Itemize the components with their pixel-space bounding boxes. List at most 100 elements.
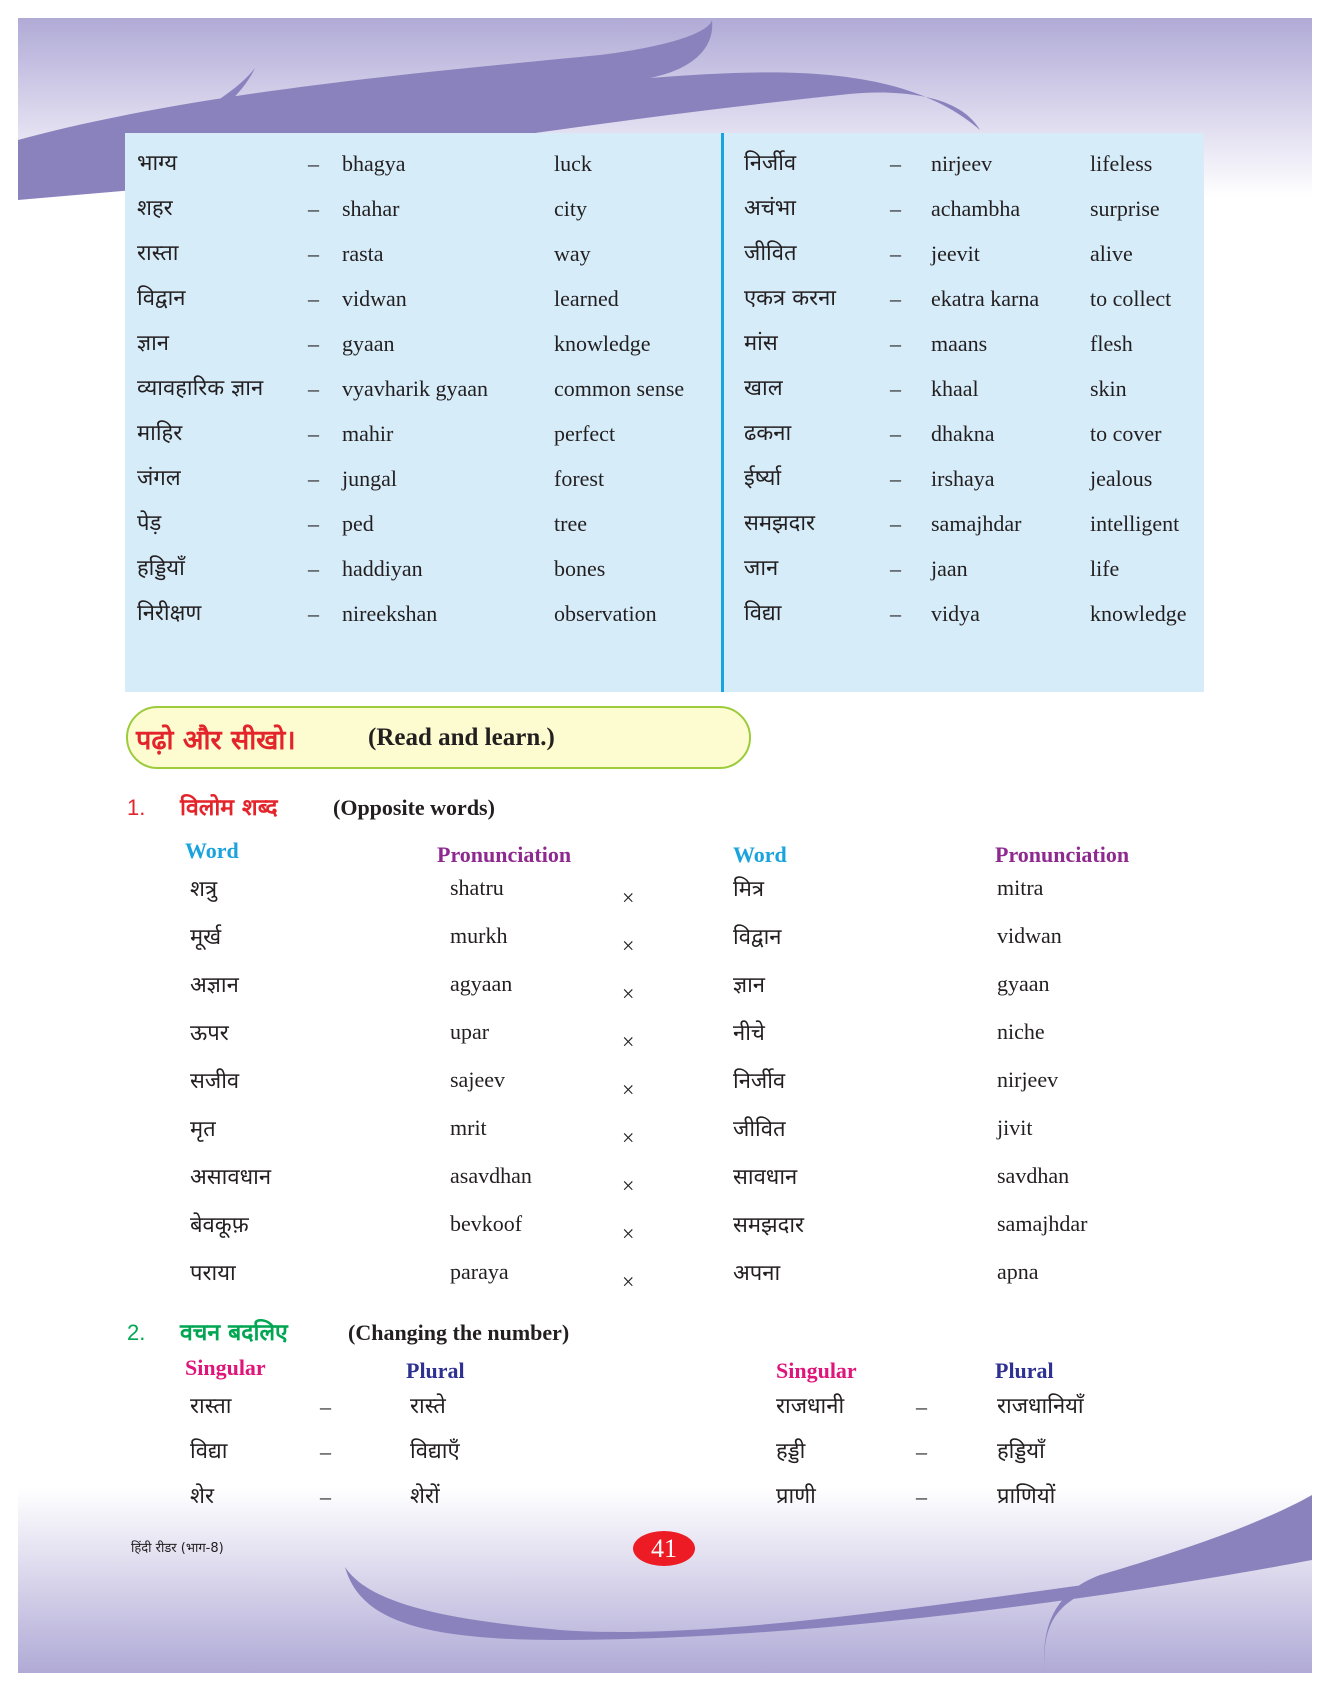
vocab-transliteration: jungal	[342, 466, 397, 491]
opposite-word: मूर्ख	[190, 925, 222, 950]
vocab-dash: –	[890, 196, 901, 221]
singular-word: शेर	[190, 1484, 214, 1509]
word-pronunciation: mrit	[450, 1115, 487, 1140]
opposite-word: सजीव	[190, 1069, 240, 1094]
vocab-meaning: forest	[554, 466, 605, 491]
vocab-hindi-word: एकत्र करना	[744, 286, 837, 311]
vocab-meaning: city	[554, 196, 587, 221]
vocab-meaning: flesh	[1090, 331, 1133, 356]
vocab-dash: –	[308, 421, 319, 446]
vocab-transliteration: jeevit	[931, 241, 980, 266]
plural-word: विद्याएँ	[410, 1439, 460, 1464]
vocab-dash: –	[890, 151, 901, 176]
vocab-transliteration: dhakna	[931, 421, 995, 446]
singular-word: रास्ता	[190, 1394, 232, 1419]
vocab-hindi-word: समझदार	[744, 511, 816, 536]
antonym-pronunciation: savdhan	[997, 1163, 1070, 1188]
singular-word: हड्डी	[776, 1439, 806, 1464]
opposite-antonym: निर्जीव	[733, 1069, 786, 1094]
section1-number: 1.	[127, 795, 146, 820]
header-pronunciation: Pronunciation	[437, 842, 572, 867]
vocab-dash: –	[890, 511, 901, 536]
number-dash: –	[916, 1394, 927, 1419]
word-pronunciation: asavdhan	[450, 1163, 532, 1188]
vocab-hindi-word: निर्जीव	[744, 151, 797, 176]
section2-english-title: (Changing the number)	[348, 1320, 570, 1345]
vocab-meaning: jealous	[1090, 466, 1153, 491]
opposite-sign: ×	[622, 1125, 635, 1150]
opposite-antonym: समझदार	[733, 1213, 805, 1238]
vocab-dash: –	[890, 556, 901, 581]
vocab-meaning: way	[554, 241, 591, 266]
opposite-antonym: ज्ञान	[733, 973, 766, 998]
vocab-meaning: intelligent	[1090, 511, 1180, 536]
antonym-pronunciation: niche	[997, 1019, 1045, 1044]
number-dash: –	[320, 1439, 331, 1464]
vocab-transliteration: nireekshan	[342, 601, 438, 626]
word-pronunciation: murkh	[450, 923, 508, 948]
vocab-transliteration: vidwan	[342, 286, 407, 311]
word-pronunciation: upar	[450, 1019, 490, 1044]
opposite-word: पराया	[190, 1261, 236, 1286]
opposite-antonym: सावधान	[733, 1165, 798, 1190]
number-dash: –	[916, 1484, 927, 1509]
header-pronunciation-2: Pronunciation	[995, 842, 1130, 867]
vocab-dash: –	[308, 376, 319, 401]
vocab-transliteration: achambha	[931, 196, 1021, 221]
opposite-word: ऊपर	[190, 1021, 229, 1046]
vocab-dash: –	[308, 601, 319, 626]
vocab-hindi-word: पेड़	[137, 511, 162, 536]
vocab-meaning: to cover	[1090, 421, 1162, 446]
vocab-hindi-word: विद्वान	[137, 286, 186, 311]
vocab-transliteration: irshaya	[931, 466, 995, 491]
vocab-meaning: alive	[1090, 241, 1133, 266]
vocab-hindi-word: निरीक्षण	[137, 601, 202, 626]
vocab-meaning: bones	[554, 556, 606, 581]
word-pronunciation: paraya	[450, 1259, 509, 1284]
vocab-dash: –	[890, 376, 901, 401]
opposite-sign: ×	[622, 981, 635, 1006]
plural-word: प्राणियों	[997, 1484, 1056, 1509]
opposite-sign: ×	[622, 1221, 635, 1246]
section2-hindi-title: वचन बदलिए	[180, 1320, 288, 1346]
vocab-dash: –	[308, 556, 319, 581]
vocabulary-divider	[721, 133, 724, 692]
vocab-hindi-word: ढकना	[744, 421, 792, 446]
vocab-dash: –	[890, 601, 901, 626]
antonym-pronunciation: gyaan	[997, 971, 1050, 996]
vocab-hindi-word: जंगल	[137, 466, 181, 491]
vocab-transliteration: vidya	[931, 601, 980, 626]
opposite-antonym: जीवित	[733, 1117, 786, 1142]
opposite-sign: ×	[622, 1029, 635, 1054]
vocab-transliteration: shahar	[342, 196, 400, 221]
opposite-sign: ×	[622, 933, 635, 958]
vocab-dash: –	[890, 286, 901, 311]
vocab-transliteration: rasta	[342, 241, 384, 266]
antonym-pronunciation: samajhdar	[997, 1211, 1088, 1236]
opposite-sign: ×	[622, 1269, 635, 1294]
opposite-antonym: विद्वान	[733, 925, 782, 950]
opposite-antonym: मित्र	[733, 877, 764, 902]
opposite-word: मृत	[190, 1117, 216, 1142]
vocab-meaning: learned	[554, 286, 619, 311]
book-title-footer: हिंदी रीडर (भाग-8)	[131, 1541, 224, 1556]
header-plural: Plural	[406, 1358, 465, 1383]
vocab-transliteration: bhagya	[342, 151, 406, 176]
vocab-meaning: lifeless	[1090, 151, 1153, 176]
plural-word: हड्डियाँ	[997, 1439, 1045, 1464]
singular-word: प्राणी	[776, 1484, 816, 1509]
vocab-dash: –	[890, 421, 901, 446]
vocab-meaning: tree	[554, 511, 587, 536]
vocab-dash: –	[308, 151, 319, 176]
number-dash: –	[320, 1394, 331, 1419]
vocab-meaning: surprise	[1090, 196, 1160, 221]
vocab-hindi-word: मांस	[744, 331, 778, 356]
section2-number: 2.	[127, 1320, 146, 1345]
opposite-antonym: नीचे	[733, 1021, 765, 1046]
vocab-meaning: perfect	[554, 421, 616, 446]
vocab-meaning: knowledge	[1090, 601, 1187, 626]
opposite-sign: ×	[622, 1077, 635, 1102]
number-dash: –	[320, 1484, 331, 1509]
plural-word: राजधानियाँ	[997, 1394, 1084, 1419]
opposite-word: अज्ञान	[190, 973, 239, 998]
